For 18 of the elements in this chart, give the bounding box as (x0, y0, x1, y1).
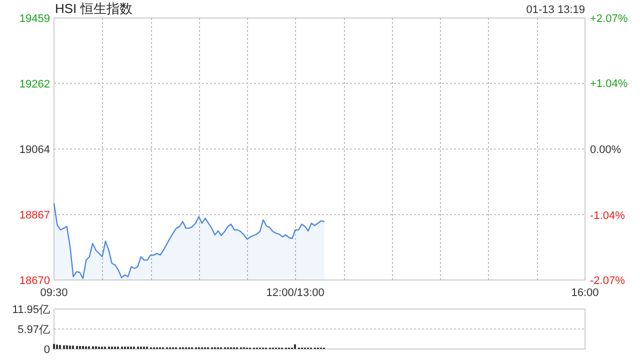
chart-subtitle: 01-13 13:19 (526, 4, 585, 16)
y-tick-label: 5.97亿 (18, 324, 50, 336)
y2-tick-label: -2.07% (590, 275, 626, 287)
y-tick-label: 0 (44, 344, 50, 356)
chart-title: HSI 恒生指数 (55, 1, 132, 16)
x-tick-label: 12:00/13:00 (266, 287, 324, 299)
x-tick-label: 16:00 (571, 287, 599, 299)
y-tick-label: 19064 (19, 144, 50, 156)
x-tick-label: 09:30 (40, 287, 68, 299)
y-tick-label: 18670 (19, 275, 50, 287)
y2-tick-label: 0.00% (590, 144, 622, 156)
y-tick-label: 19459 (19, 13, 50, 25)
y-tick-label: 11.95亿 (12, 304, 50, 316)
y2-tick-label: -1.04% (590, 210, 626, 222)
y-tick-label: 18867 (19, 210, 50, 222)
y-tick-label: 19262 (19, 78, 50, 90)
y2-tick-label: +2.07% (590, 13, 628, 25)
y2-tick-label: +1.04% (590, 78, 628, 90)
